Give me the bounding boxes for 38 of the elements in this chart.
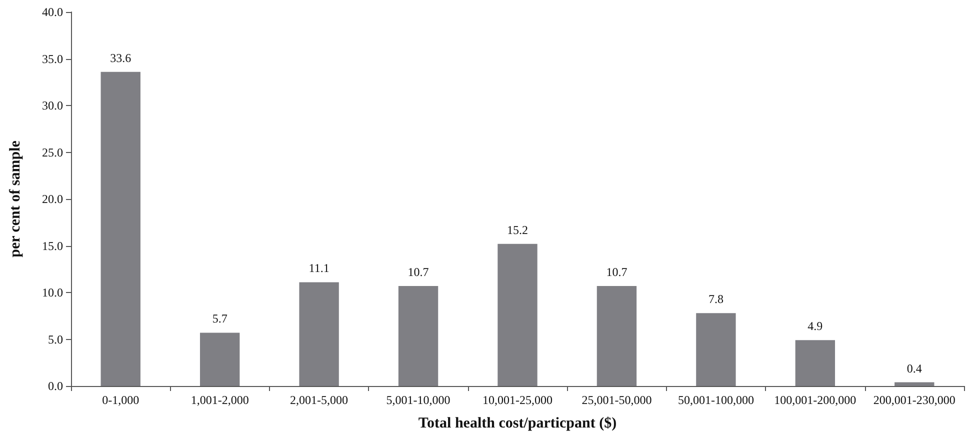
data-label: 10.7 <box>606 264 628 279</box>
x-tick-label: 5,001-10,000 <box>386 393 450 407</box>
data-label: 10.7 <box>408 264 429 279</box>
data-label: 7.8 <box>708 292 724 306</box>
bar <box>299 282 339 386</box>
bar <box>398 286 438 386</box>
y-tick-label: 30.0 <box>42 98 63 112</box>
y-axis-title: per cent of sample <box>8 140 24 258</box>
data-label: 11.1 <box>308 261 330 276</box>
y-tick-label: 25.0 <box>42 145 63 160</box>
x-tick-label: 0-1,000 <box>102 393 140 407</box>
data-label: 5.7 <box>212 312 228 326</box>
bar <box>696 313 736 386</box>
bar <box>498 244 538 386</box>
bar <box>200 332 240 386</box>
data-label: 33.6 <box>110 50 132 65</box>
y-tick-label: 35.0 <box>42 52 63 66</box>
x-tick-label: 10,001-25,000 <box>482 393 552 407</box>
x-tick-label: 1,001-2,000 <box>190 393 249 407</box>
bar <box>100 72 140 386</box>
data-label: 15.2 <box>507 222 528 237</box>
x-tick-label: 200,001-230,000 <box>873 393 956 407</box>
y-tick-label: 10.0 <box>42 286 63 300</box>
bar <box>596 286 637 386</box>
x-tick-label: 2,001-5,000 <box>290 393 348 407</box>
bar <box>795 340 836 386</box>
data-label: 0.4 <box>906 361 922 376</box>
y-tick-label: 40.0 <box>42 5 63 19</box>
y-tick-label: 5.0 <box>48 332 63 346</box>
data-label: 4.9 <box>808 319 823 334</box>
bar <box>894 382 934 386</box>
y-tick-label: 15.0 <box>42 238 63 253</box>
x-tick-label: 100,001-200,000 <box>774 393 856 407</box>
y-tick-label: 20.0 <box>42 192 63 206</box>
x-axis-title: Total health cost/particpant ($) <box>418 416 617 432</box>
x-tick-label: 25,001-50,000 <box>582 393 652 407</box>
x-tick-label: 50,001-100,000 <box>678 393 754 407</box>
y-tick-label: 0.0 <box>48 379 63 393</box>
